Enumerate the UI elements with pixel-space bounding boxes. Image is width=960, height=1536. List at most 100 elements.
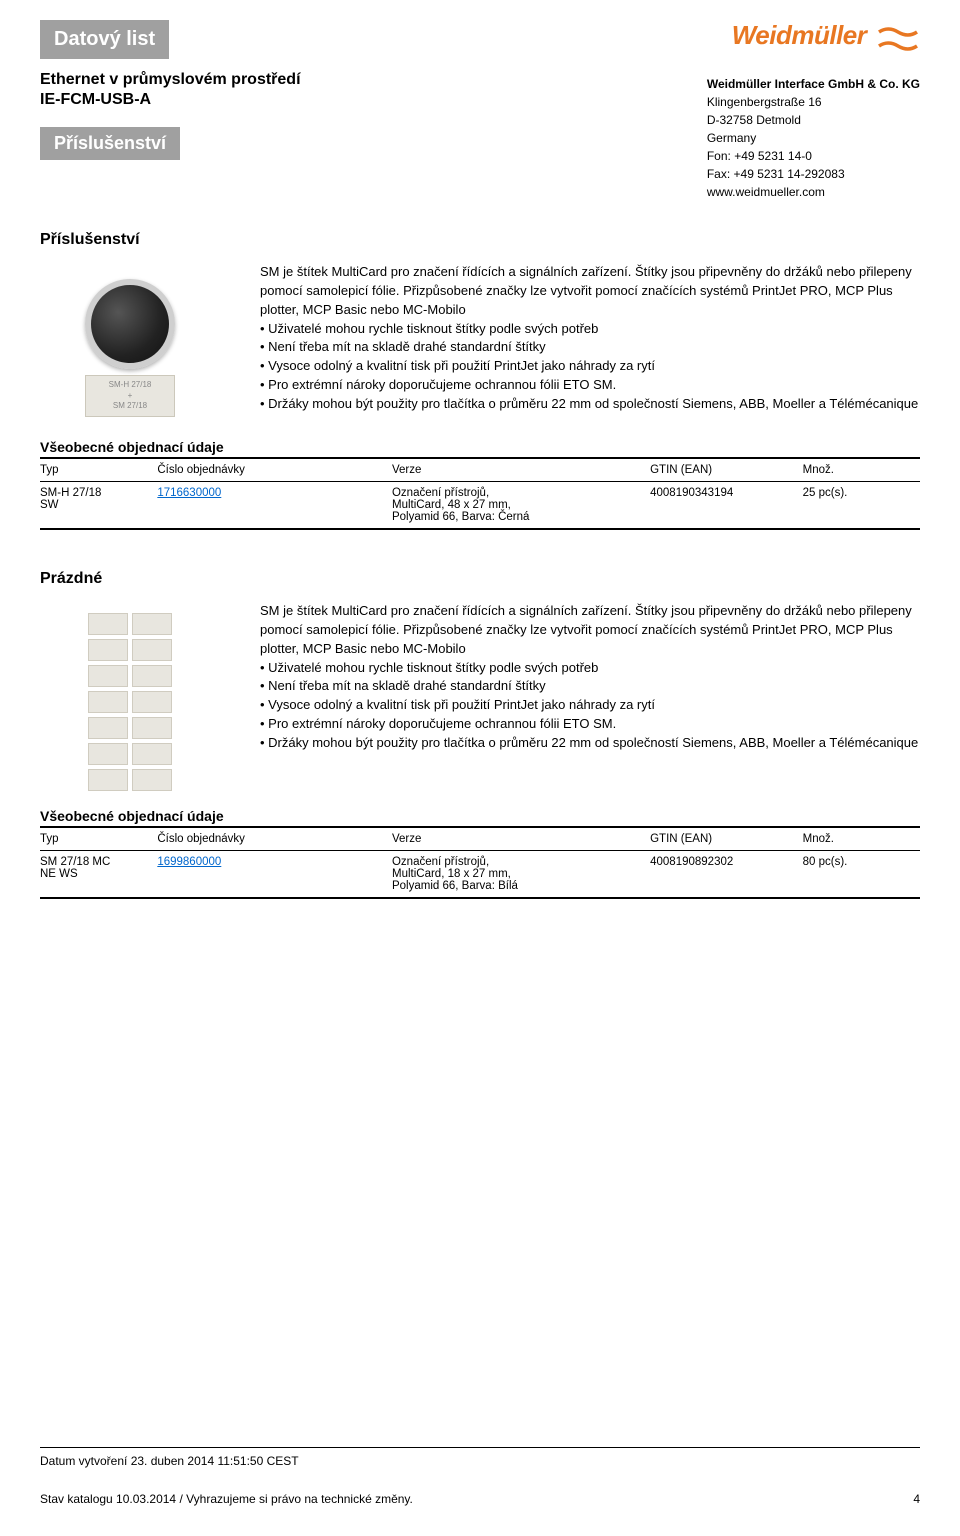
th-qty: Množ. xyxy=(803,830,920,848)
company-addr3: Germany xyxy=(707,129,920,147)
subtitle-1: Ethernet v průmyslovém prostředí xyxy=(40,71,707,89)
th-ord: Číslo objednávky xyxy=(157,830,392,848)
company-addr1: Klingenbergstraße 16 xyxy=(707,93,920,111)
td-qty: 80 pc(s). xyxy=(803,853,920,895)
section1-bullets: Uživatelé mohou rychle tisknout štítky p… xyxy=(260,320,920,414)
hr xyxy=(40,481,920,482)
knob-label-l1: SM-H 27/18 xyxy=(88,380,172,390)
td-gtin: 4008190343194 xyxy=(650,484,803,526)
ver-l2: MultiCard, 48 x 27 mm, xyxy=(392,499,511,511)
grid-row xyxy=(88,613,172,635)
title-box: Datový list xyxy=(40,20,169,59)
order-link[interactable]: 1716630000 xyxy=(157,487,221,499)
order-link[interactable]: 1699860000 xyxy=(157,856,221,868)
section2-intro: SM je štítek MultiCard pro značení řídíc… xyxy=(260,602,920,659)
td-ord: 1699860000 xyxy=(157,853,392,895)
td-gtin: 4008190892302 xyxy=(650,853,803,895)
th-ver: Verze xyxy=(392,830,650,848)
section2-bullet-2: Vysoce odolný a kvalitní tisk při použit… xyxy=(260,696,920,715)
knob-label-l3: SM 27/18 xyxy=(88,401,172,411)
typ-l2: NE WS xyxy=(40,868,78,880)
logo-block: Weidmüller Weidmüller Interface GmbH & C… xyxy=(707,20,920,201)
section1-bullet-1: Není třeba mít na skladě drahé standardn… xyxy=(260,338,920,357)
grid-row xyxy=(88,717,172,739)
table-row: SM 27/18 MC NE WS 1699860000 Označení př… xyxy=(40,853,920,895)
section1-intro: SM je štítek MultiCard pro značení řídíc… xyxy=(260,263,920,320)
header-left: Datový list Ethernet v průmyslovém prost… xyxy=(40,20,707,160)
section1-bullet-4: Držáky mohou být použity pro tlačítka o … xyxy=(260,395,920,414)
section1-content: SM-H 27/18 + SM 27/18 SM je štítek Multi… xyxy=(40,263,920,433)
table-header-row: Typ Číslo objednávky Verze GTIN (EAN) Mn… xyxy=(40,461,920,479)
product-knob-image: SM-H 27/18 + SM 27/18 xyxy=(65,263,195,433)
th-typ: Typ xyxy=(40,830,157,848)
hr xyxy=(40,897,920,899)
ver-l3: Polyamid 66, Barva: Bílá xyxy=(392,880,518,892)
td-ord: 1716630000 xyxy=(157,484,392,526)
section2-order-heading: Všeobecné objednací údaje xyxy=(40,808,920,824)
product-grid-image xyxy=(65,602,195,802)
footer-status: Stav katalogu 10.03.2014 / Vyhrazujeme s… xyxy=(40,1492,413,1506)
section2-bullet-0: Uživatelé mohou rychle tisknout štítky p… xyxy=(260,659,920,678)
footer-bottom: Stav katalogu 10.03.2014 / Vyhrazujeme s… xyxy=(40,1492,920,1506)
td-ver: Označení přístrojů, MultiCard, 18 x 27 m… xyxy=(392,853,650,895)
section2-description: SM je štítek MultiCard pro značení řídíc… xyxy=(260,602,920,802)
section2-bullet-1: Není třeba mít na skladě drahé standardn… xyxy=(260,677,920,696)
th-gtin: GTIN (EAN) xyxy=(650,461,803,479)
ver-l1: Označení přístrojů, xyxy=(392,856,489,868)
section2-table: Typ Číslo objednávky Verze GTIN (EAN) Mn… xyxy=(40,830,920,848)
hr xyxy=(40,528,920,530)
company-phone: Fon: +49 5231 14-0 xyxy=(707,147,920,165)
th-ord: Číslo objednávky xyxy=(157,461,392,479)
footer-date: Datum vytvoření 23. duben 2014 11:51:50 … xyxy=(40,1454,920,1468)
section2-heading: Prázdné xyxy=(40,570,920,588)
footer-page: 4 xyxy=(913,1492,920,1506)
section1-order-heading: Všeobecné objednací údaje xyxy=(40,439,920,455)
ver-l3: Polyamid 66, Barva: Černá xyxy=(392,511,529,523)
grid-row xyxy=(88,639,172,661)
section-box: Příslušenství xyxy=(40,127,180,160)
td-typ: SM 27/18 MC NE WS xyxy=(40,853,157,895)
company-fax: Fax: +49 5231 14-292083 xyxy=(707,165,920,183)
section2-bullets: Uživatelé mohou rychle tisknout štítky p… xyxy=(260,659,920,753)
company-info: Weidmüller Interface GmbH & Co. KG Kling… xyxy=(707,75,920,201)
ver-l1: Označení přístrojů, xyxy=(392,487,489,499)
section1-bullet-2: Vysoce odolný a kvalitní tisk při použit… xyxy=(260,357,920,376)
typ-l2: SW xyxy=(40,499,59,511)
section1-heading: Příslušenství xyxy=(40,231,920,249)
hr xyxy=(40,457,920,459)
company-addr2: D-32758 Detmold xyxy=(707,111,920,129)
grid-row xyxy=(88,691,172,713)
section1-description: SM je štítek MultiCard pro značení řídíc… xyxy=(260,263,920,433)
logo-text: Weidmüller xyxy=(732,20,867,50)
hr xyxy=(40,850,920,851)
logo-icon xyxy=(876,24,920,57)
company-web: www.weidmueller.com xyxy=(707,183,920,201)
section1-table-body: SM-H 27/18 SW 1716630000 Označení přístr… xyxy=(40,484,920,526)
section2-bullet-3: Pro extrémní nároky doporučujeme ochrann… xyxy=(260,715,920,734)
subtitle-2: IE-FCM-USB-A xyxy=(40,91,707,109)
section2-table-body: SM 27/18 MC NE WS 1699860000 Označení př… xyxy=(40,853,920,895)
table-row: SM-H 27/18 SW 1716630000 Označení přístr… xyxy=(40,484,920,526)
section1-bullet-3: Pro extrémní nároky doporučujeme ochrann… xyxy=(260,376,920,395)
typ-l1: SM 27/18 MC xyxy=(40,856,110,868)
section1-table: Typ Číslo objednávky Verze GTIN (EAN) Mn… xyxy=(40,461,920,479)
grid-row xyxy=(88,769,172,791)
header-row: Datový list Ethernet v průmyslovém prost… xyxy=(40,20,920,201)
table-header-row: Typ Číslo objednávky Verze GTIN (EAN) Mn… xyxy=(40,830,920,848)
knob-graphic xyxy=(85,279,175,369)
knob-label: SM-H 27/18 + SM 27/18 xyxy=(85,375,175,416)
footer-hr xyxy=(40,1447,920,1448)
typ-l1: SM-H 27/18 xyxy=(40,487,101,499)
hr xyxy=(40,826,920,828)
section1-bullet-0: Uživatelé mohou rychle tisknout štítky p… xyxy=(260,320,920,339)
th-qty: Množ. xyxy=(803,461,920,479)
section1-image: SM-H 27/18 + SM 27/18 xyxy=(40,263,220,433)
td-qty: 25 pc(s). xyxy=(803,484,920,526)
ver-l2: MultiCard, 18 x 27 mm, xyxy=(392,868,511,880)
th-ver: Verze xyxy=(392,461,650,479)
td-ver: Označení přístrojů, MultiCard, 48 x 27 m… xyxy=(392,484,650,526)
knob-label-l2: + xyxy=(88,391,172,401)
company-name: Weidmüller Interface GmbH & Co. KG xyxy=(707,75,920,93)
grid-row xyxy=(88,743,172,765)
section2-content: SM je štítek MultiCard pro značení řídíc… xyxy=(40,602,920,802)
